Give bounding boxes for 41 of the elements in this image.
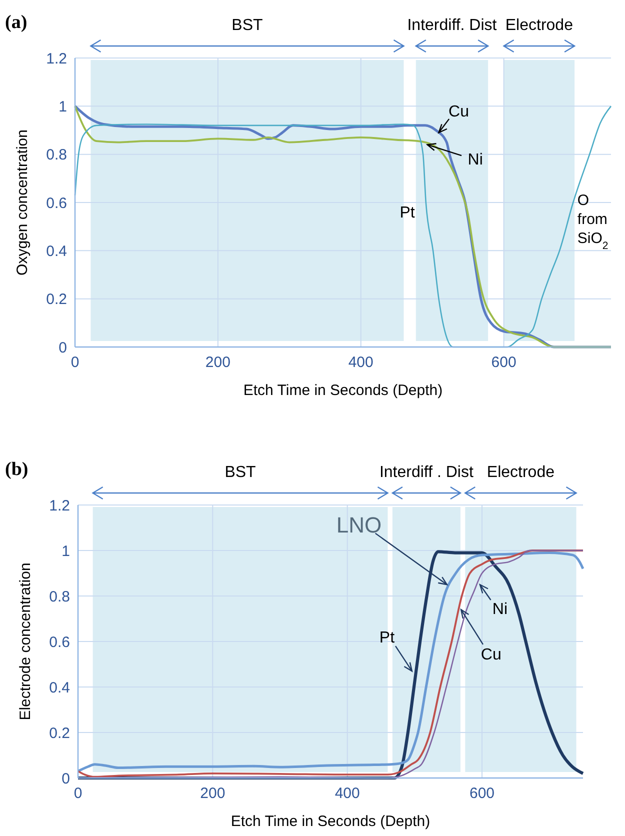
y-tick-label: 1 — [62, 542, 70, 560]
y-tick-label: 0.2 — [46, 291, 67, 308]
band-label: Electrode — [505, 17, 574, 34]
y-tick-label: 0 — [62, 770, 70, 788]
annotation: Pt — [379, 630, 396, 647]
y-tick-label: 0.4 — [49, 679, 70, 696]
annotation: Ni — [468, 151, 483, 168]
chart-title: (a) — [5, 12, 28, 33]
y-tick-label: 0.6 — [46, 194, 67, 212]
band-label: Interdiff. Dist — [407, 17, 498, 34]
band-label: BST — [224, 464, 256, 481]
y-tick-label: 1 — [58, 98, 67, 116]
y-tick-label: 0.8 — [49, 588, 70, 606]
x-tick-label: 200 — [200, 785, 226, 802]
annotation: Cu — [480, 646, 502, 664]
y-tick-label: 0.6 — [49, 634, 70, 651]
annotation: O from SiO$_{2}$ — [577, 192, 608, 252]
band-label: Interdiff . Dist — [379, 464, 474, 481]
x-axis-title: Etch Time in Seconds (Depth) — [230, 813, 430, 830]
chart-title: (b) — [5, 459, 28, 480]
x-tick-label: 0 — [74, 785, 82, 802]
y-tick-label: 0.8 — [46, 146, 67, 164]
band-label: BST — [232, 17, 264, 34]
y-tick-label: 0 — [58, 339, 67, 356]
annotation: Ni — [492, 601, 508, 618]
y-tick-label: 1.2 — [49, 497, 70, 514]
x-tick-label: 400 — [348, 354, 374, 371]
x-tick-label: 600 — [469, 785, 495, 802]
y-tick-label: 0.2 — [49, 724, 70, 742]
y-tick-label: 1.2 — [46, 50, 67, 68]
y-axis-title: Oxygen concentration — [14, 130, 31, 276]
x-tick-label: 400 — [334, 785, 360, 802]
x-tick-label: 600 — [491, 354, 516, 371]
annotation: LNO — [336, 512, 382, 538]
y-tick-label: 0.4 — [46, 242, 67, 260]
y-axis-title: Electrode concentration — [17, 562, 34, 720]
x-axis-title: Etch Time in Seconds (Depth) — [243, 382, 443, 399]
x-tick-label: 200 — [205, 354, 230, 371]
annotation: Pt — [400, 204, 416, 222]
band-label: Electrode — [486, 464, 555, 481]
annotation: Cu — [448, 103, 469, 120]
